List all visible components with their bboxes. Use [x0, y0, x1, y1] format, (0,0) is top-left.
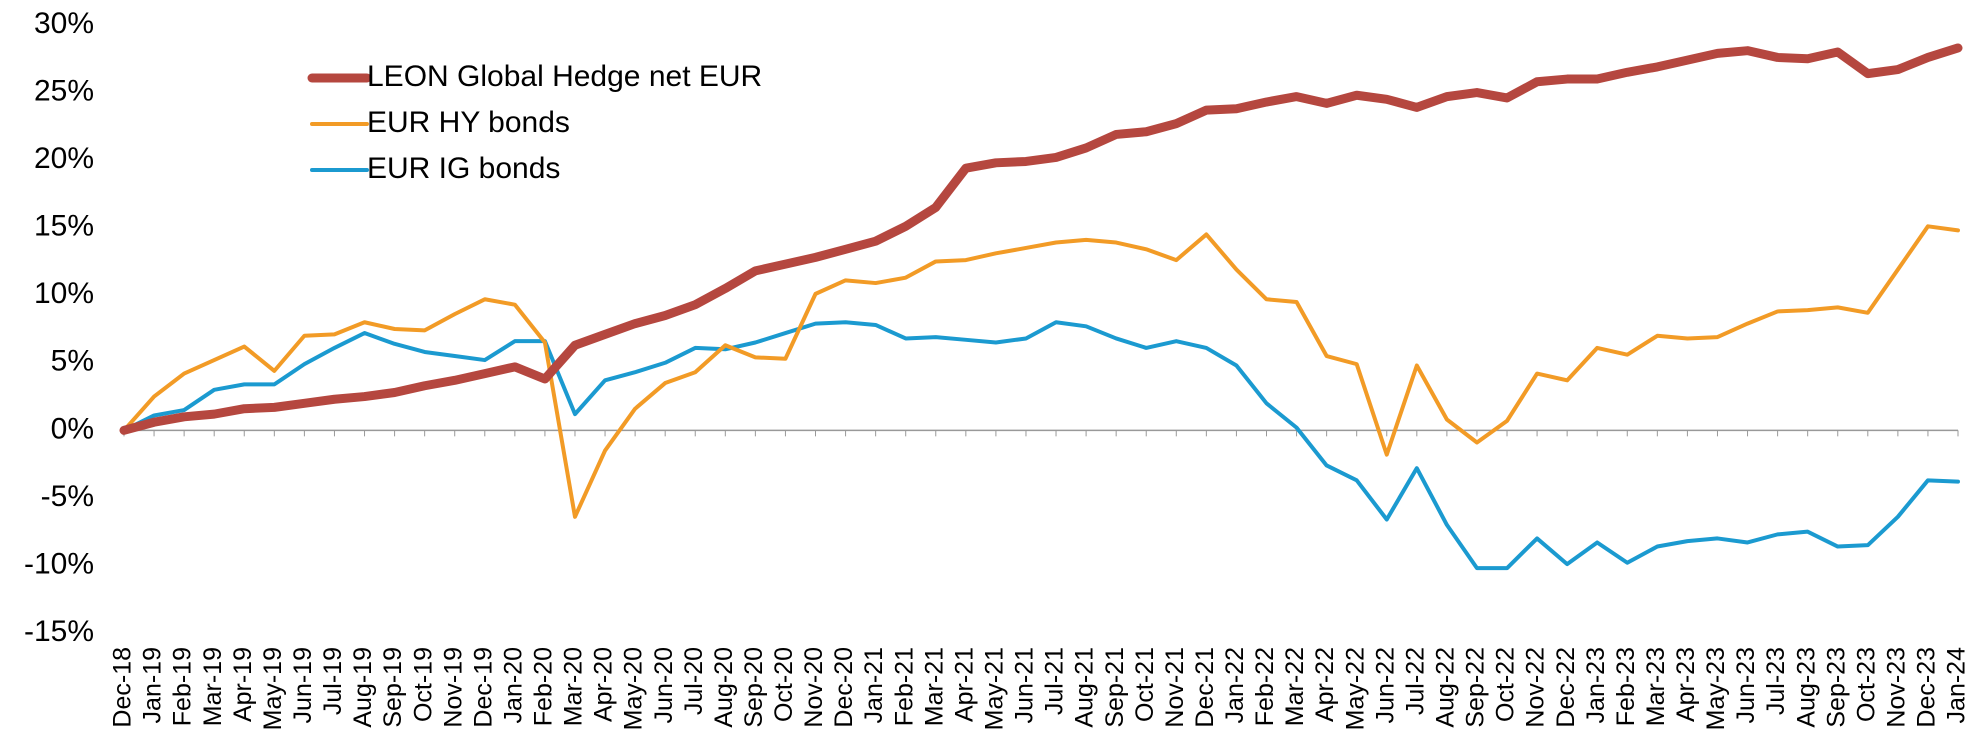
x-tick-label: Jul-23 — [1762, 647, 1790, 715]
x-tick-label: Apr-21 — [950, 647, 978, 722]
x-tick-label: Aug-19 — [349, 647, 377, 728]
x-tick-label: Dec-19 — [469, 647, 497, 728]
x-tick-label: Sep-21 — [1101, 647, 1129, 728]
x-tick-label: Oct-21 — [1131, 647, 1159, 722]
y-tick-label: -5% — [41, 480, 94, 513]
y-tick-label: 15% — [34, 210, 94, 243]
x-tick-label: Aug-23 — [1792, 647, 1820, 728]
x-tick-label: Oct-23 — [1852, 647, 1880, 722]
series-line — [122, 320, 1960, 571]
x-tick-label: Mar-21 — [920, 647, 948, 726]
legend-label: EUR HY bonds — [367, 106, 570, 139]
x-tick-label: Aug-22 — [1431, 647, 1459, 728]
x-tick-label: Dec-22 — [1552, 647, 1580, 728]
x-tick-label: Nov-20 — [800, 647, 828, 728]
x-tick-label: Jan-22 — [1221, 647, 1249, 723]
x-tick-label: May-21 — [981, 647, 1009, 730]
y-tick-label: 5% — [51, 345, 94, 378]
x-tick-label: Jun-23 — [1732, 647, 1760, 723]
x-tick-label: Jun-21 — [1011, 647, 1039, 723]
x-tick-label: Nov-21 — [1161, 647, 1189, 728]
x-tick-label: Apr-20 — [590, 647, 618, 722]
x-tick-label: Sep-23 — [1822, 647, 1850, 728]
x-tick-label: Sep-20 — [740, 647, 768, 728]
legend-label: LEON Global Hedge net EUR — [367, 60, 762, 93]
x-tick-label: Sep-22 — [1462, 647, 1490, 728]
x-tick-label: Apr-22 — [1311, 647, 1339, 722]
x-tick-label: Dec-23 — [1913, 647, 1941, 728]
y-tick-label: 10% — [34, 277, 94, 310]
x-tick-label: May-23 — [1702, 647, 1730, 730]
y-tick-label: 20% — [34, 142, 94, 175]
x-tick-label: Mar-22 — [1281, 647, 1309, 726]
x-tick-label: Jul-19 — [319, 647, 347, 715]
y-tick-label: 30% — [34, 7, 94, 40]
x-tick-label: Nov-22 — [1522, 647, 1550, 728]
x-tick-label: Nov-23 — [1882, 647, 1910, 728]
x-tick-label: Aug-20 — [710, 647, 738, 728]
x-tick-label: Feb-22 — [1251, 647, 1279, 726]
x-tick-label: May-22 — [1341, 647, 1369, 730]
x-tick-label: Jun-22 — [1371, 647, 1399, 723]
x-tick-label: Jan-21 — [860, 647, 888, 723]
x-tick-label: Nov-19 — [439, 647, 467, 728]
x-tick-label: Feb-21 — [890, 647, 918, 726]
x-tick-label: Apr-19 — [229, 647, 257, 722]
series-line — [122, 224, 1960, 519]
x-tick-label: May-20 — [620, 647, 648, 730]
x-tick-label: Oct-20 — [770, 647, 798, 722]
x-tick-label: Oct-22 — [1492, 647, 1520, 722]
x-tick-label: Feb-23 — [1612, 647, 1640, 726]
y-tick-label: -15% — [24, 615, 94, 648]
x-tick-label: Jun-20 — [650, 647, 678, 723]
legend-label: EUR IG bonds — [367, 152, 560, 185]
x-tick-label: Dec-18 — [109, 647, 137, 728]
x-tick-label: Jan-24 — [1943, 647, 1971, 724]
x-tick-label: Jul-22 — [1401, 647, 1429, 715]
x-tick-label: Jan-20 — [499, 647, 527, 723]
x-tick-label: Jun-19 — [289, 647, 317, 723]
x-tick-label: Mar-20 — [560, 647, 588, 726]
x-tick-label: Apr-23 — [1672, 647, 1700, 722]
x-tick-label: Aug-21 — [1071, 647, 1099, 728]
x-tick-label: Jul-21 — [1041, 647, 1069, 715]
y-tick-label: 25% — [34, 74, 94, 107]
x-tick-label: Feb-20 — [530, 647, 558, 726]
x-tick-label: Jul-20 — [680, 647, 708, 715]
x-tick-label: May-19 — [259, 647, 287, 730]
x-tick-label: Jan-19 — [139, 647, 167, 723]
x-tick-label: Oct-19 — [409, 647, 437, 722]
x-tick-label: Feb-19 — [169, 647, 197, 726]
y-tick-label: 0% — [51, 412, 94, 445]
x-tick-label: Dec-21 — [1191, 647, 1219, 728]
x-tick-label: Dec-20 — [830, 647, 858, 728]
y-tick-label: -10% — [24, 547, 94, 580]
x-tick-label: Sep-19 — [379, 647, 407, 728]
x-tick-label: Jan-23 — [1582, 647, 1610, 723]
x-tick-label: Mar-23 — [1642, 647, 1670, 726]
x-tick-label: Mar-19 — [199, 647, 227, 726]
series-line — [119, 43, 1963, 435]
